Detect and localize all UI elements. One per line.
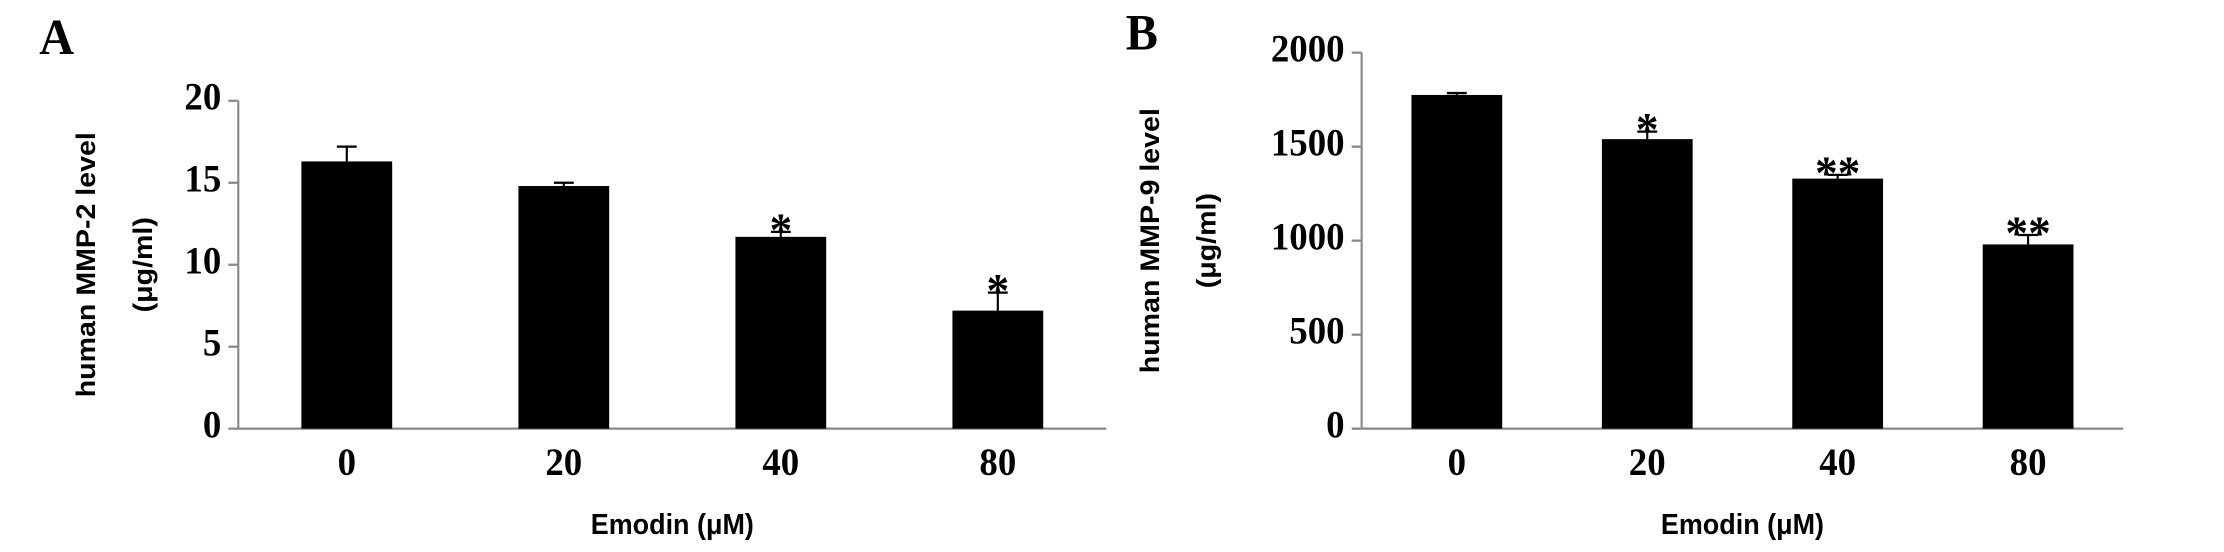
y-tick-label: 1000 — [1271, 216, 1345, 259]
bar — [1792, 178, 1884, 429]
y-tick-label: 10 — [184, 240, 221, 283]
y-tick-label: 2000 — [1271, 28, 1345, 71]
y-tick-label: 15 — [184, 158, 221, 201]
bar — [1982, 244, 2074, 429]
y-axis-label: (μg/ml) — [1191, 193, 1221, 288]
x-tick-label: 0 — [1448, 441, 1466, 484]
bar — [1411, 94, 1503, 429]
y-axis-label: human MMP-9 level — [1135, 108, 1165, 373]
panel-label: A — [39, 9, 74, 66]
y-axis-label: human MMP-2 level — [71, 132, 101, 397]
error-bar — [1637, 130, 1658, 140]
error-bar — [336, 145, 357, 162]
y-tick-label: 0 — [203, 404, 221, 447]
y-tick-label: 5 — [203, 322, 221, 365]
y-axis-label: (μg/ml) — [128, 217, 158, 312]
significance-mark: ** — [2005, 207, 2050, 261]
significance-mark: * — [769, 204, 792, 258]
panel-label: B — [1126, 4, 1158, 61]
x-tick-label: 0 — [338, 441, 356, 484]
y-tick-label: 500 — [1289, 310, 1344, 353]
x-tick-label: 80 — [979, 441, 1016, 484]
x-tick-label: 80 — [2010, 441, 2047, 484]
bar — [518, 186, 610, 429]
bar — [301, 161, 393, 429]
y-tick-label: 1500 — [1271, 122, 1345, 165]
x-axis-label: Emodin (μM) — [1661, 508, 1824, 540]
x-tick-label: 20 — [1629, 441, 1666, 484]
x-axis-label: Emodin (μM) — [591, 508, 754, 540]
error-bar — [553, 181, 574, 187]
x-tick-label: 20 — [545, 441, 582, 484]
error-bar — [1446, 91, 1467, 95]
error-bar — [987, 291, 1008, 311]
error-bar — [1827, 173, 1848, 179]
x-tick-label: 40 — [762, 441, 799, 484]
error-bar — [2018, 233, 2039, 245]
bar — [952, 310, 1044, 429]
x-tick-label: 40 — [1819, 441, 1856, 484]
significance-mark: * — [986, 264, 1009, 318]
significance-mark: * — [1636, 103, 1659, 157]
y-tick-label: 20 — [184, 76, 221, 119]
bar — [735, 236, 827, 429]
error-bar — [770, 230, 791, 237]
bar — [1601, 139, 1693, 429]
y-tick-label: 0 — [1326, 404, 1344, 447]
significance-mark: ** — [1815, 147, 1860, 201]
